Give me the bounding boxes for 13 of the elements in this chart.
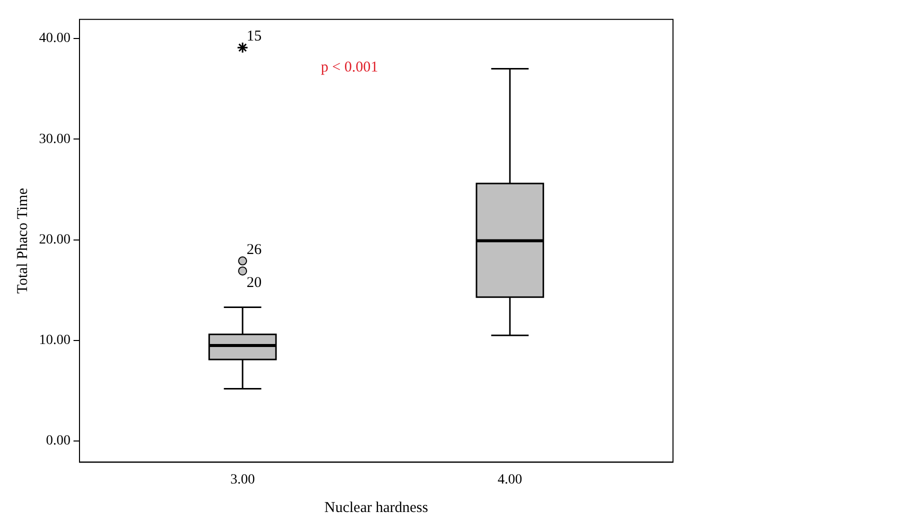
y-tick-label: 40.00 xyxy=(39,31,70,46)
x-axis-title: Nuclear hardness xyxy=(324,500,428,516)
annotation: 26 xyxy=(246,242,262,258)
y-tick-label: 0.00 xyxy=(46,434,70,449)
y-tick-label: 20.00 xyxy=(39,232,70,248)
x-tick-label: 3.00 xyxy=(230,472,255,488)
annotation: p < 0.001 xyxy=(320,59,378,76)
x-tick-label: 4.00 xyxy=(498,472,522,488)
annotation: 20 xyxy=(246,274,262,291)
y-tick-label: 10.00 xyxy=(39,333,70,348)
annotation: 15 xyxy=(246,28,262,45)
y-tick-label: 30.00 xyxy=(39,132,70,147)
y-axis-title: Total Phaco Time xyxy=(14,188,31,294)
